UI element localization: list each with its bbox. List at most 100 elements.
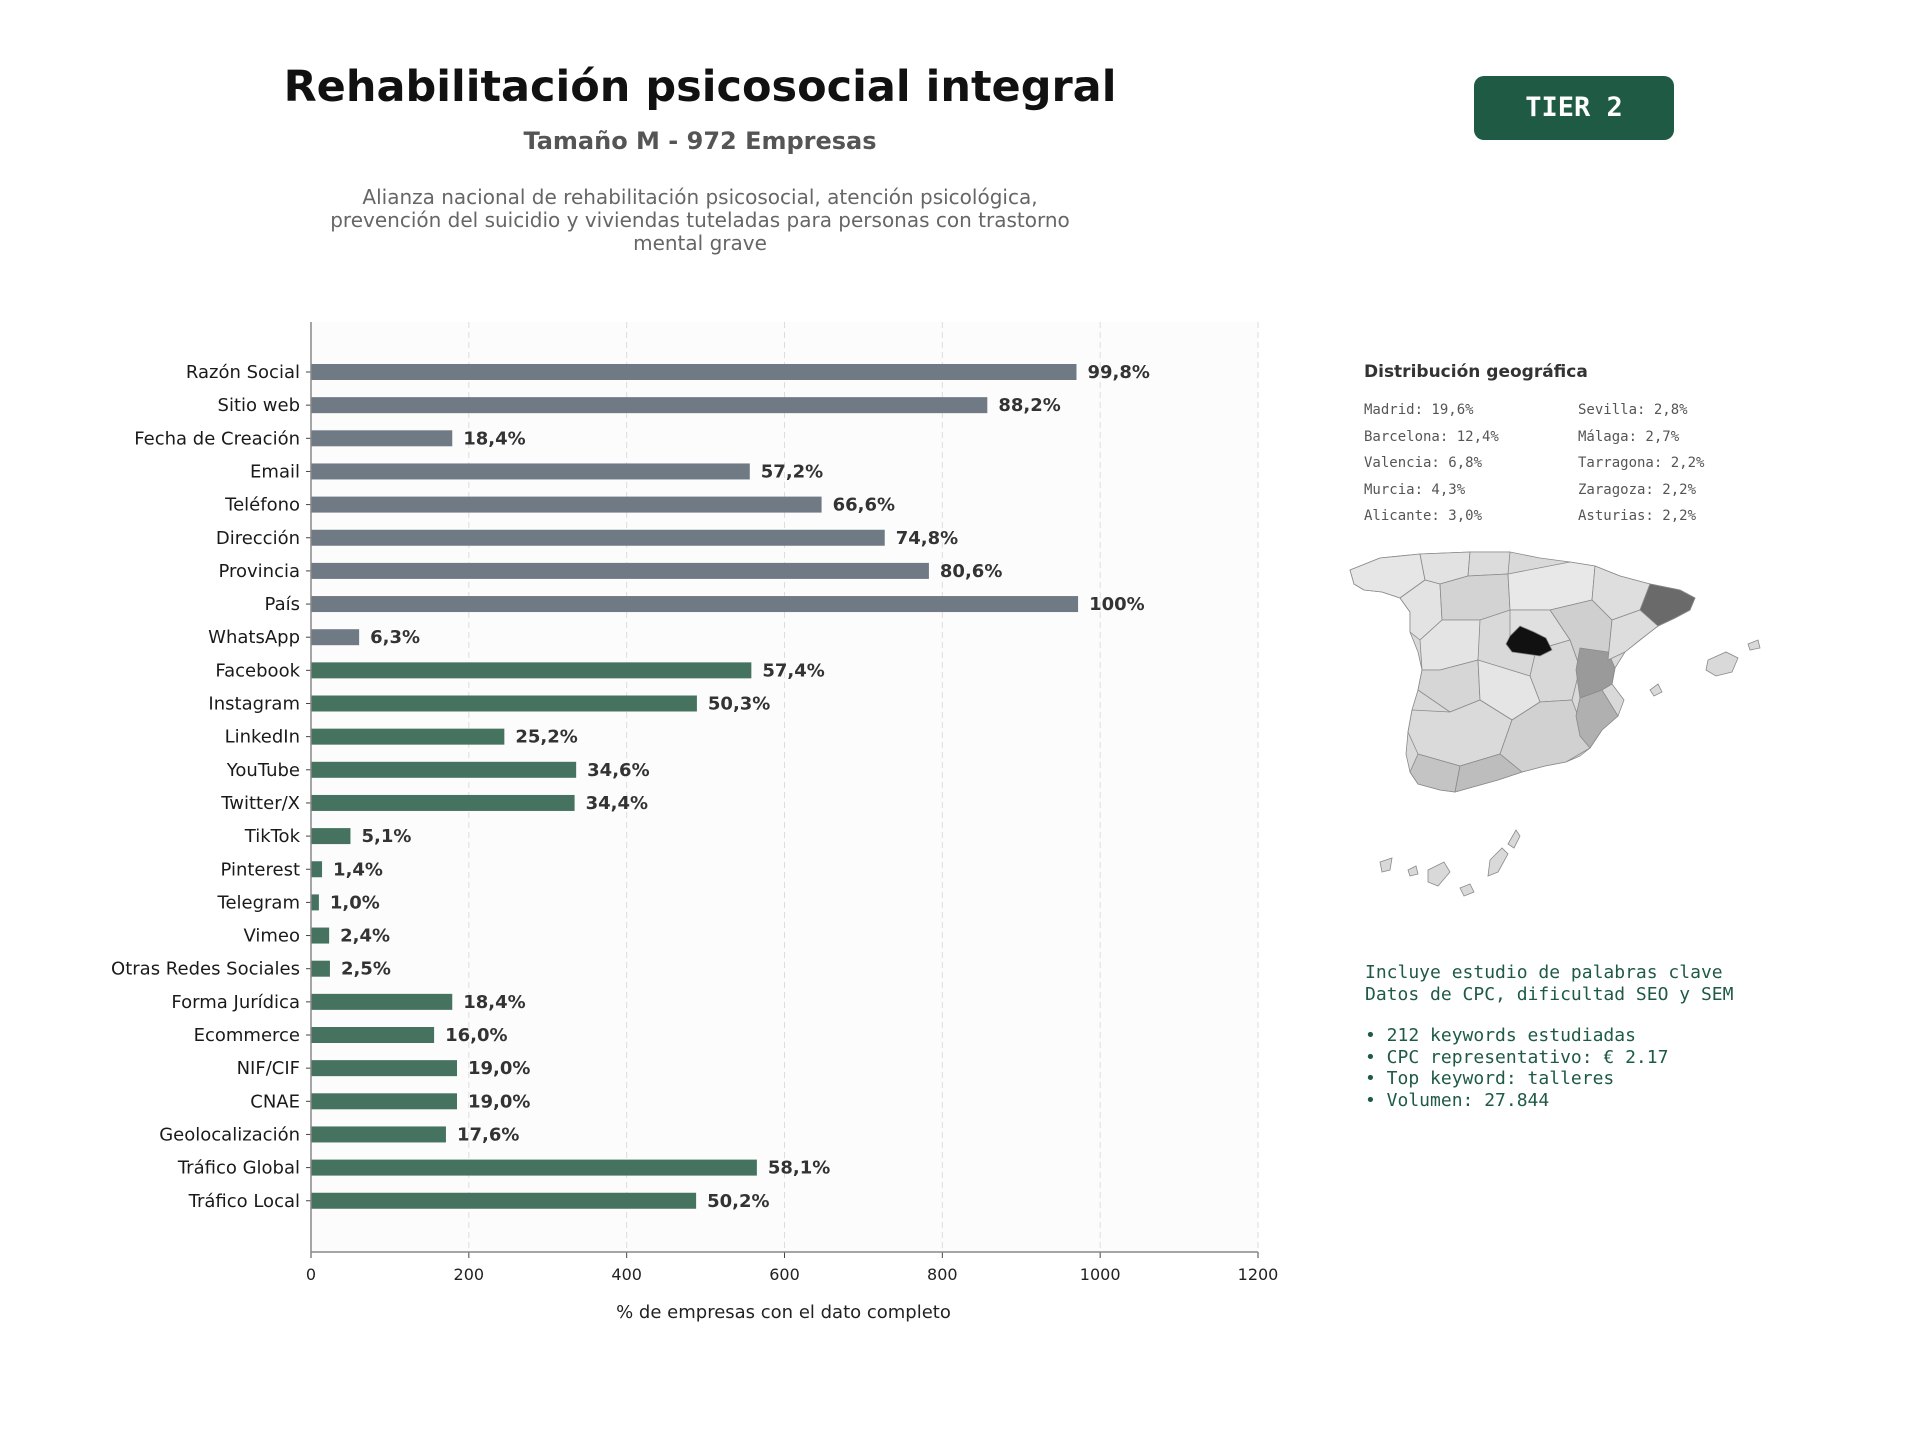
category-label: Telegram bbox=[217, 892, 300, 913]
x-tick-label: 800 bbox=[927, 1265, 958, 1284]
geo-item: Málaga: 2,7% bbox=[1578, 428, 1680, 445]
map-region bbox=[1607, 609, 1659, 661]
data-label: 6,3% bbox=[370, 627, 420, 648]
geo-item: Murcia: 4,3% bbox=[1364, 481, 1466, 498]
map-canary-1 bbox=[1379, 857, 1393, 873]
bar bbox=[311, 463, 750, 480]
geo-list-left: Madrid: 19,6% Barcelona: 12,4% Valencia:… bbox=[1364, 400, 1499, 533]
geo-item: Zaragoza: 2,2% bbox=[1578, 481, 1697, 498]
x-axis-label: % de empresas con el dato completo bbox=[616, 1302, 951, 1323]
bar bbox=[311, 761, 577, 778]
x-tick-label: 1000 bbox=[1080, 1265, 1121, 1284]
map-region bbox=[1439, 573, 1511, 621]
x-tick-label: 200 bbox=[454, 1265, 485, 1284]
bar bbox=[311, 397, 988, 414]
bar bbox=[311, 728, 505, 745]
data-label: 57,4% bbox=[762, 660, 824, 681]
bar bbox=[311, 1126, 446, 1143]
category-label: Facebook bbox=[215, 660, 300, 681]
map-canary-5 bbox=[1487, 847, 1509, 877]
geo-item: Tarragona: 2,2% bbox=[1578, 455, 1705, 471]
bar-chart: 0 200 400 600 800 1000 1200 Razón Social 99,8% Si… bbox=[111, 322, 1278, 1323]
data-label: 18,4% bbox=[463, 992, 525, 1013]
map-region bbox=[1505, 625, 1553, 657]
seo-info: Incluye estudio de palabras clave Datos d… bbox=[1365, 962, 1733, 1111]
category-label: CNAE bbox=[250, 1091, 300, 1112]
bar bbox=[311, 1027, 435, 1043]
bar bbox=[311, 960, 330, 977]
category-label: Twitter/X bbox=[220, 793, 300, 814]
data-label: 5,1% bbox=[361, 826, 411, 847]
category-label: Instagram bbox=[208, 694, 300, 715]
data-label: 34,6% bbox=[587, 760, 649, 781]
data-label: 80,6% bbox=[940, 561, 1002, 582]
data-label: 17,6% bbox=[457, 1124, 519, 1145]
data-label: 50,2% bbox=[707, 1191, 769, 1212]
data-label: 1,0% bbox=[330, 892, 380, 913]
x-tick-label: 400 bbox=[611, 1265, 642, 1284]
seo-bullet: • Top keyword: talleres bbox=[1365, 1068, 1615, 1089]
data-label: 74,8% bbox=[896, 528, 958, 549]
geo-title: Distribución geográfica bbox=[1364, 362, 1588, 382]
data-label: 16,0% bbox=[445, 1025, 507, 1046]
category-label: NIF/CIF bbox=[237, 1058, 300, 1079]
category-label: Dirección bbox=[216, 528, 300, 549]
map-region bbox=[1575, 689, 1619, 749]
category-label: WhatsApp bbox=[208, 627, 300, 648]
bar bbox=[311, 894, 319, 911]
x-tick-label: 0 bbox=[306, 1265, 316, 1284]
data-label: 88,2% bbox=[998, 395, 1060, 416]
category-label: Vimeo bbox=[243, 926, 300, 947]
geo-item: Alicante: 3,0% bbox=[1364, 508, 1483, 524]
data-label: 100% bbox=[1089, 594, 1145, 615]
bar bbox=[311, 861, 323, 878]
bar bbox=[311, 1093, 457, 1110]
data-label: 57,2% bbox=[761, 461, 823, 482]
category-label: Forma Jurídica bbox=[171, 992, 300, 1013]
bar bbox=[311, 695, 697, 712]
bar bbox=[311, 629, 360, 646]
geo-item: Asturias: 2,2% bbox=[1578, 508, 1697, 524]
category-label: Sitio web bbox=[218, 395, 300, 416]
map-region bbox=[1467, 551, 1511, 577]
bar bbox=[311, 496, 822, 513]
map-canary-6 bbox=[1507, 829, 1521, 849]
seo-bullet: • CPC representativo: € 2.17 bbox=[1365, 1046, 1669, 1068]
data-label: 19,0% bbox=[468, 1091, 530, 1112]
bar bbox=[311, 529, 885, 546]
category-label: LinkedIn bbox=[225, 727, 300, 748]
bar bbox=[311, 794, 575, 811]
map-region bbox=[1454, 753, 1523, 793]
bar bbox=[311, 927, 330, 944]
data-label: 19,0% bbox=[468, 1058, 530, 1079]
category-label: Geolocalización bbox=[159, 1124, 300, 1145]
seo-bullet: • 212 keywords estudiadas bbox=[1365, 1025, 1636, 1046]
geo-item: Sevilla: 2,8% bbox=[1578, 402, 1688, 418]
category-label: País bbox=[265, 594, 300, 615]
data-label: 2,5% bbox=[341, 959, 391, 980]
data-label: 50,3% bbox=[708, 694, 770, 715]
category-label: YouTube bbox=[226, 760, 300, 781]
data-label: 18,4% bbox=[463, 428, 525, 449]
data-label: 58,1% bbox=[768, 1158, 830, 1179]
category-label: TikTok bbox=[244, 826, 301, 847]
category-label: Fecha de Creación bbox=[134, 428, 300, 449]
geo-list-right: Sevilla: 2,8% Málaga: 2,7% Tarragona: 2,… bbox=[1578, 400, 1704, 533]
bar bbox=[311, 1060, 457, 1077]
x-tick-label: 600 bbox=[769, 1265, 800, 1284]
spain-map bbox=[1349, 551, 1761, 897]
bar bbox=[311, 364, 1077, 380]
geo-item: Madrid: 19,6% bbox=[1364, 402, 1474, 418]
bar bbox=[311, 1159, 757, 1176]
category-label: Tráfico Local bbox=[188, 1191, 300, 1212]
category-label: Tráfico Global bbox=[177, 1158, 300, 1179]
seo-bullet: • Volumen: 27.844 bbox=[1365, 1089, 1550, 1111]
data-label: 34,4% bbox=[586, 793, 648, 814]
map-canary-3 bbox=[1427, 861, 1451, 887]
category-label: Email bbox=[250, 461, 300, 482]
data-label: 66,6% bbox=[833, 495, 895, 516]
chart-title: Rehabilitación psicosocial integral bbox=[283, 62, 1117, 112]
map-balearic-mallorca bbox=[1705, 651, 1739, 677]
map-balearic-ibiza bbox=[1649, 683, 1663, 697]
data-label: 99,8% bbox=[1087, 362, 1149, 383]
